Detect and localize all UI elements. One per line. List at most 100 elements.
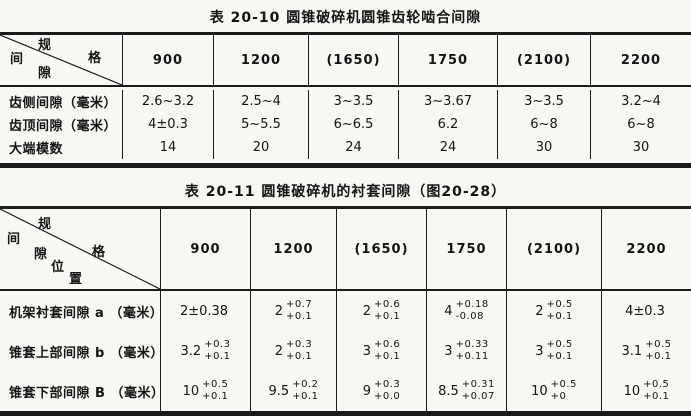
tolerance-stack: +0.6 +0.1 [374, 299, 400, 324]
tolerance-stack: +0.33 +0.11 [456, 339, 489, 364]
table-cell: 6~8 [590, 113, 691, 136]
table-cell: 20 [213, 136, 308, 159]
corner-char-spec: 规 [38, 217, 53, 232]
tolerance-base: 9 [362, 383, 371, 399]
tolerance-upper: +0.5 [546, 338, 573, 350]
table-cell: 3 +0.33 +0.11 [426, 331, 506, 371]
row-label: 齿侧间隙（毫米） [9, 96, 118, 111]
diagonal-line [0, 209, 160, 289]
document-page: 表 20-10 圆锥破碎机圆锥齿轮啮合间隙 规 格 间 隙 900 1200 (… [0, 10, 691, 416]
tolerance-base: 10 [182, 383, 200, 399]
table-cell: 9 +0.3 +0.0 [336, 371, 426, 411]
table-cell: 30 [497, 136, 590, 159]
column-header: 2200 [601, 209, 691, 289]
row-label: 机架衬套间隙 a （毫米） [9, 305, 160, 321]
tolerance-upper: +0.5 [202, 378, 229, 390]
tolerance-base: 3.2 [180, 343, 202, 359]
column-header: (2100) [506, 209, 601, 289]
column-header: 900 [160, 209, 250, 289]
tolerance-upper: +0.2 [292, 378, 319, 390]
table2-header-row: 规 格 间 隙 位 置 900 1200 (1650) 1750 (2100) … [0, 209, 691, 291]
table1-header-row: 规 格 间 隙 900 1200 (1650) 1750 (2100) 2200 [0, 35, 691, 87]
tolerance-upper: +0.5 [645, 338, 672, 350]
table1-corner-cell: 规 格 间 隙 [0, 35, 122, 85]
tolerance-stack: +0.7 +0.1 [286, 299, 312, 324]
tolerance-lower: +0.0 [373, 391, 401, 402]
tolerance-stack: +0.5 +0.1 [202, 379, 228, 404]
table-cell: 9.5 +0.2 +0.1 [250, 371, 336, 411]
table-cell: 3.2~4 [590, 90, 691, 113]
tolerance-upper: +0.5 [643, 378, 670, 390]
tolerance-lower: +0.1 [285, 351, 313, 362]
tolerance-upper: +0.33 [455, 338, 489, 350]
table-cell: 30 [590, 136, 691, 159]
tolerance-base: 4±0.3 [625, 303, 665, 319]
tolerance-lower: +0.1 [292, 391, 319, 402]
corner-char-pos: 置 [69, 272, 84, 287]
corner-char-pos: 隙 [34, 247, 49, 262]
tolerance-lower: +0 [550, 391, 567, 402]
table-cell: 2 +0.3 +0.1 [250, 331, 336, 371]
tolerance-lower: +0.1 [546, 311, 573, 322]
table2-title: 表 20-11 圆锥破碎机的衬套间隙（图20-28） [184, 184, 507, 200]
table-cell: 3.2 +0.3 +0.1 [160, 331, 250, 371]
tolerance-stack: +0.18 -0.08 [456, 299, 489, 324]
tolerance-upper: +0.3 [285, 338, 313, 350]
table-cell: 6~8 [497, 113, 590, 136]
table-cell: 6.2 [398, 113, 497, 136]
table1-body: 齿侧间隙（毫米） 2.6~3.2 2.5~4 3~3.5 3~3.67 3~3.… [0, 87, 691, 163]
tolerance-lower: +0.1 [645, 351, 672, 362]
table1-title: 表 20-10 圆锥破碎机圆锥齿轮啮合间隙 [209, 10, 482, 26]
diagonal-line [0, 35, 122, 85]
table-cell: 2±0.38 [160, 291, 250, 331]
table-cell: 8.5 +0.31 +0.07 [426, 371, 506, 411]
table-cell: 2 +0.7 +0.1 [250, 291, 336, 331]
column-header: 900 [122, 35, 213, 85]
corner-char-spec: 规 [38, 38, 53, 53]
tolerance-base: 4 [444, 303, 453, 319]
corner-char-pos: 位 [51, 260, 66, 275]
corner-char-spec: 格 [92, 245, 107, 260]
table-cell: 2.5~4 [213, 90, 308, 113]
tolerance-base: 8.5 [438, 383, 459, 399]
tolerance-stack: +0.5 +0.1 [643, 379, 669, 404]
tolerance-lower: +0.1 [373, 351, 401, 362]
tolerance-base: 3.1 [621, 343, 643, 359]
table-cell: 3~3.5 [308, 90, 398, 113]
table-cell: 2.6~3.2 [122, 90, 213, 113]
tolerance-lower: +0.1 [373, 311, 401, 322]
table-cell: 4±0.3 [601, 291, 691, 331]
tolerance-stack: +0.5 +0.1 [645, 339, 671, 364]
table-cell: 3~3.67 [398, 90, 497, 113]
tolerance-stack: +0.2 +0.1 [292, 379, 318, 404]
table-cell: 4 +0.18 -0.08 [426, 291, 506, 331]
column-header: 2200 [590, 35, 691, 85]
row-label: 锥套下部间隙 B （毫米） [9, 385, 160, 401]
corner-char-gap: 间 [10, 52, 25, 67]
table-cell: 24 [308, 136, 398, 159]
tolerance-lower: +0.1 [643, 391, 670, 402]
table-cell: 2 +0.5 +0.1 [506, 291, 601, 331]
table-cell: 3 +0.6 +0.1 [336, 331, 426, 371]
tolerance-upper: +0.6 [373, 298, 401, 310]
tolerance-base: 3 [444, 343, 453, 359]
tolerance-upper: +0.18 [455, 298, 489, 310]
column-header: (1650) [336, 209, 426, 289]
tolerance-stack: +0.5 +0 [551, 379, 577, 404]
tolerance-stack: +0.3 +0.1 [204, 339, 230, 364]
tolerance-base: 9.5 [268, 383, 290, 399]
tolerance-lower: +0.1 [285, 311, 313, 322]
tolerance-base: 2 [535, 303, 544, 319]
tolerance-base: 3 [535, 343, 544, 359]
tolerance-upper: +0.7 [285, 298, 313, 310]
row-label: 锥套上部间隙 b （毫米） [9, 345, 160, 361]
scanned-document: { "table1": { "title": "表 20-10 圆锥破碎机圆锥齿… [0, 10, 691, 416]
column-header: (1650) [308, 35, 398, 85]
tolerance-stack: +0.3 +0.1 [286, 339, 312, 364]
table1: 规 格 间 隙 900 1200 (1650) 1750 (2100) 2200… [0, 32, 691, 168]
tolerance-upper: +0.5 [546, 298, 573, 310]
tolerance-base: 2 [274, 343, 283, 359]
tolerance-stack: +0.5 +0.1 [546, 339, 572, 364]
tolerance-stack: +0.6 +0.1 [374, 339, 400, 364]
table-cell: 3.1 +0.5 +0.1 [601, 331, 691, 371]
